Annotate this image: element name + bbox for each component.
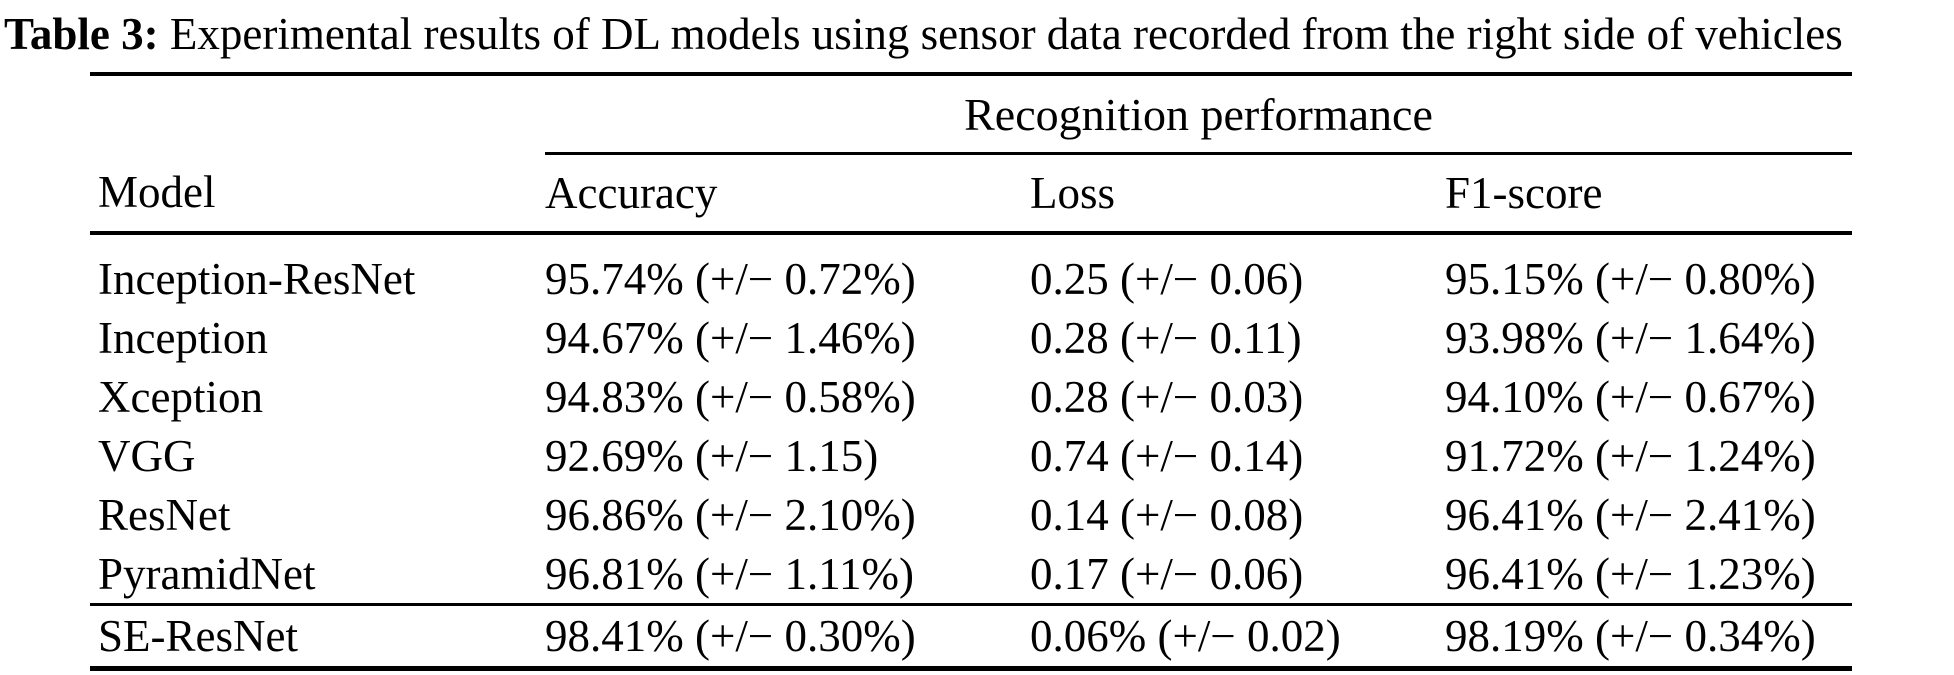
column-header-accuracy: Accuracy <box>545 153 1030 235</box>
table-row-xception: Xception 94.83% (+/− 0.58%) 0.28 (+/− 0.… <box>90 367 1852 426</box>
table-row-inception-resnet: Inception-ResNet 95.74% (+/− 0.72%) 0.25… <box>90 233 1852 308</box>
table-row-resnet: ResNet 96.86% (+/− 2.10%) 0.14 (+/− 0.08… <box>90 485 1852 544</box>
f1-score-cell: 91.72% (+/− 1.24%) <box>1445 430 1816 481</box>
table-caption-text: Experimental results of DL models using … <box>158 9 1843 59</box>
loss-cell: 0.28 (+/− 0.11) <box>1030 312 1302 363</box>
table-caption: Table 3: Experimental results of DL mode… <box>0 0 1954 62</box>
column-header-loss: Loss <box>1030 153 1445 235</box>
column-header-model: Model <box>90 153 545 235</box>
model-name-cell: Xception <box>98 371 263 422</box>
table-caption-label: Table 3: <box>4 9 159 59</box>
loss-cell: 0.06% (+/− 0.02) <box>1030 603 1445 671</box>
column-header-row: Model Accuracy Loss F1-score <box>90 153 1853 235</box>
table-row-se-resnet: SE-ResNet 98.41% (+/− 0.30%) 0.06% (+/− … <box>90 603 1853 671</box>
accuracy-cell: 94.83% (+/− 0.58%) <box>545 371 916 422</box>
table-row-inception: Inception 94.67% (+/− 1.46%) 0.28 (+/− 0… <box>90 308 1852 367</box>
column-header-f1-score: F1-score <box>1445 153 1853 235</box>
loss-cell: 0.25 (+/− 0.06) <box>1030 253 1304 304</box>
model-name-cell: ResNet <box>98 489 231 540</box>
loss-cell: 0.17 (+/− 0.06) <box>1030 548 1304 599</box>
group-header-row: Recognition performance <box>90 72 1853 155</box>
accuracy-cell: 96.86% (+/− 2.10%) <box>545 489 916 540</box>
f1-score-cell: 98.19% (+/− 0.34%) <box>1445 603 1853 671</box>
f1-score-cell: 96.41% (+/− 2.41%) <box>1445 489 1816 540</box>
accuracy-cell: 92.69% (+/− 1.15) <box>545 430 879 481</box>
model-name-cell: VGG <box>98 430 196 481</box>
f1-score-cell: 96.41% (+/− 1.23%) <box>1445 548 1816 599</box>
accuracy-cell: 95.74% (+/− 0.72%) <box>545 253 916 304</box>
loss-cell: 0.74 (+/− 0.14) <box>1030 430 1304 481</box>
f1-score-cell: 94.10% (+/− 0.67%) <box>1445 371 1816 422</box>
model-name-cell: PyramidNet <box>98 548 316 599</box>
f1-score-cell: 93.98% (+/− 1.64%) <box>1445 312 1816 363</box>
results-table: Recognition performance Model Accuracy L… <box>90 72 1853 671</box>
model-name-cell: Inception <box>98 312 268 363</box>
model-name-cell: Inception-ResNet <box>98 253 416 304</box>
model-name-cell: SE-ResNet <box>90 603 545 671</box>
accuracy-cell: 96.81% (+/− 1.11%) <box>545 548 915 599</box>
table-row-vgg: VGG 92.69% (+/− 1.15) 0.74 (+/− 0.14) 91… <box>90 426 1852 485</box>
accuracy-cell: 94.67% (+/− 1.46%) <box>545 312 916 363</box>
accuracy-cell: 98.41% (+/− 0.30%) <box>545 603 1030 671</box>
f1-score-cell: 95.15% (+/− 0.80%) <box>1445 253 1816 304</box>
group-header-recognition-performance: Recognition performance <box>545 72 1853 155</box>
loss-cell: 0.14 (+/− 0.08) <box>1030 489 1304 540</box>
group-header-spacer <box>90 72 545 154</box>
table-row-pyramidnet: PyramidNet 96.81% (+/− 1.11%) 0.17 (+/− … <box>90 544 1852 605</box>
loss-cell: 0.28 (+/− 0.03) <box>1030 371 1304 422</box>
